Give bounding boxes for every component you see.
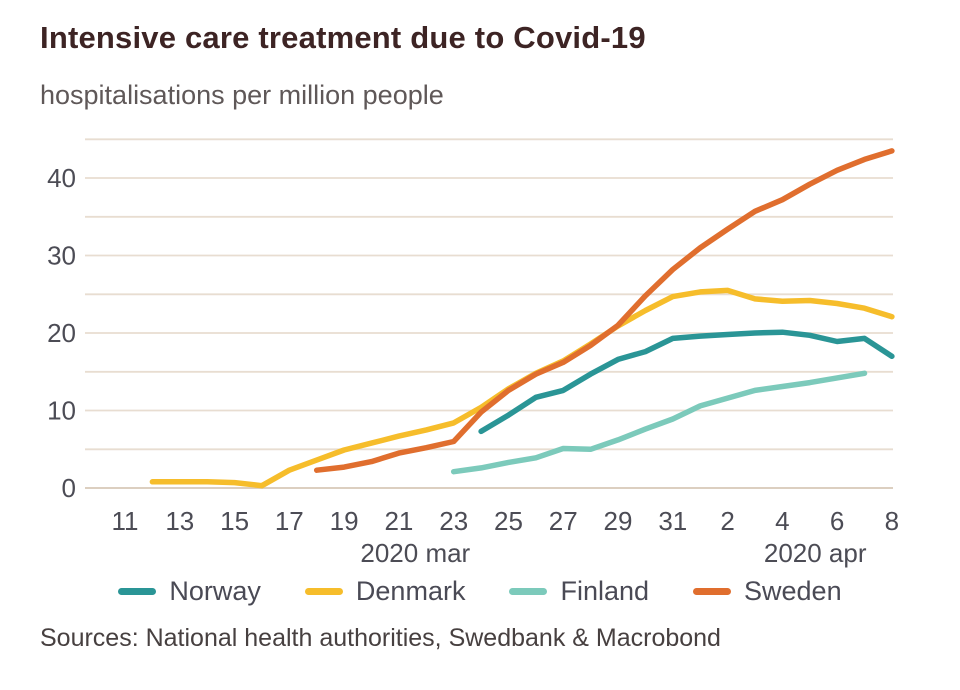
legend-line-swatch-icon bbox=[304, 588, 343, 595]
svg-text:40: 40 bbox=[47, 163, 76, 193]
svg-text:6: 6 bbox=[830, 506, 844, 536]
legend-line-swatch-icon bbox=[693, 588, 732, 595]
svg-text:27: 27 bbox=[549, 506, 578, 536]
chart-source: Sources: National health authorities, Sw… bbox=[40, 624, 721, 652]
svg-text:29: 29 bbox=[604, 506, 633, 536]
svg-text:15: 15 bbox=[220, 506, 249, 536]
chart-title: Intensive care treatment due to Covid-19 bbox=[40, 20, 646, 55]
svg-text:20: 20 bbox=[47, 318, 76, 348]
svg-text:31: 31 bbox=[658, 506, 687, 536]
svg-text:21: 21 bbox=[384, 506, 413, 536]
legend-item-norway: Norway bbox=[118, 576, 261, 607]
legend-item-sweden: Sweden bbox=[693, 576, 842, 607]
chart-subtitle: hospitalisations per million people bbox=[40, 80, 444, 110]
svg-text:25: 25 bbox=[494, 506, 523, 536]
svg-text:8: 8 bbox=[885, 506, 899, 536]
svg-text:17: 17 bbox=[275, 506, 304, 536]
legend-line-swatch-icon bbox=[509, 588, 548, 595]
legend-label: Finland bbox=[560, 576, 650, 606]
line-chart: 0 10 20 30 40 11 13 15 17 19 21 23 25 27 29 31 2 4 6 8 2020 … bbox=[47, 138, 899, 568]
legend-label: Sweden bbox=[744, 576, 842, 606]
legend-label: Denmark bbox=[355, 576, 466, 606]
chart-legend: Norway Denmark Finland Sweden bbox=[0, 576, 960, 607]
svg-text:13: 13 bbox=[165, 506, 194, 536]
svg-text:0: 0 bbox=[62, 473, 76, 503]
svg-text:19: 19 bbox=[330, 506, 359, 536]
legend-item-denmark: Denmark bbox=[304, 576, 466, 607]
svg-text:2020 mar: 2020 mar bbox=[360, 538, 470, 568]
svg-text:11: 11 bbox=[112, 506, 139, 536]
legend-line-swatch-icon bbox=[118, 588, 157, 595]
svg-text:4: 4 bbox=[775, 506, 789, 536]
svg-text:2020 apr: 2020 apr bbox=[764, 538, 867, 568]
svg-text:10: 10 bbox=[47, 396, 76, 426]
svg-text:2: 2 bbox=[720, 506, 734, 536]
legend-item-finland: Finland bbox=[509, 576, 649, 607]
svg-text:30: 30 bbox=[47, 241, 76, 271]
legend-label: Norway bbox=[169, 576, 261, 606]
svg-text:23: 23 bbox=[439, 506, 468, 536]
